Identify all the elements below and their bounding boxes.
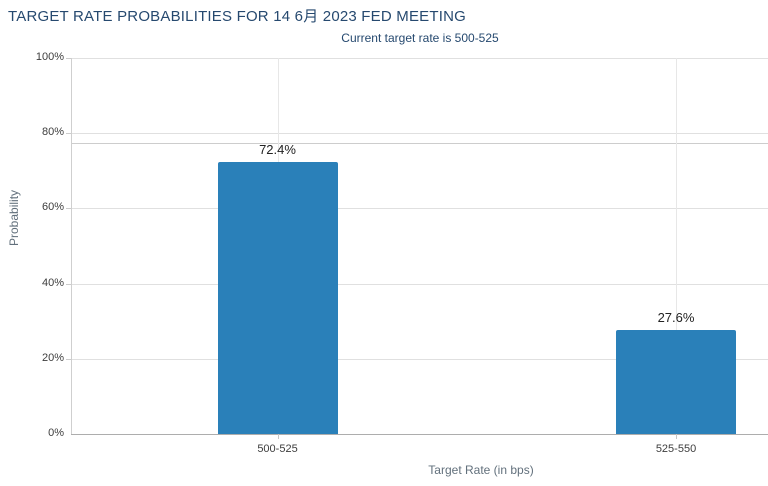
x-axis-title-text: Target Rate (in bps) xyxy=(428,463,534,477)
y-tick-mark-60% xyxy=(66,208,71,210)
x-category-label: 525-550 xyxy=(655,443,697,455)
chart-subtitle: Current target rate is 500-525 xyxy=(341,31,499,45)
y-tick-label: 0% xyxy=(48,427,64,439)
gridline-60% xyxy=(71,208,768,210)
y-tick-mark-40% xyxy=(66,283,71,285)
stray-gridline-artifact xyxy=(71,143,768,144)
y-tick-label: 100% xyxy=(35,51,64,63)
y-tick-mark-20% xyxy=(66,358,71,360)
x-axis-line xyxy=(71,434,768,435)
chart-title: TARGET RATE PROBABILITIES FOR 14 6月 2023… xyxy=(8,8,467,25)
x-axis-title: Target Rate (in bps) xyxy=(428,463,533,477)
bar-value-label: 72.4% xyxy=(259,141,296,157)
plot-area: 72.4% 27.6% xyxy=(71,58,768,434)
y-tick-mark-80% xyxy=(66,133,71,135)
x-tick-mark-525-550 xyxy=(676,434,677,439)
gridline-80% xyxy=(71,133,768,135)
gridline-40% xyxy=(71,283,768,285)
y-axis-line xyxy=(71,58,72,435)
y-tick-label: 60% xyxy=(41,201,64,214)
bar-value-label: 27.6% xyxy=(657,310,695,326)
gridline-100% xyxy=(71,58,768,59)
y-tick-label: 40% xyxy=(41,276,64,289)
y-tick-label: 80% xyxy=(41,126,64,139)
gridline-20% xyxy=(71,358,768,360)
bar-525-550[interactable] xyxy=(616,330,736,434)
y-tick-mark-100% xyxy=(66,58,71,59)
x-category-label: 500-525 xyxy=(257,443,298,455)
y-tick-label: 20% xyxy=(41,351,64,364)
vertical-gridline-525-550 xyxy=(676,58,677,434)
x-tick-mark-500-525 xyxy=(277,434,279,439)
bar-500-525[interactable] xyxy=(217,161,338,434)
